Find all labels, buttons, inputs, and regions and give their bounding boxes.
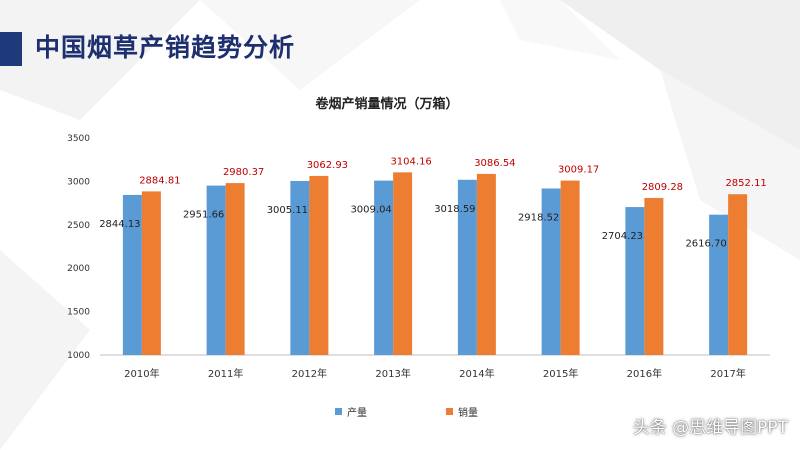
data-label-production: 3009.04: [350, 205, 391, 216]
chart-title: 卷烟产销量情况（万箱）: [315, 96, 458, 112]
data-label-production: 2951.66: [183, 210, 224, 221]
bar-production: [457, 179, 477, 355]
bar-sales: [309, 175, 329, 355]
y-tick-label: 2000: [67, 264, 90, 274]
x-tick-label: 2013年: [375, 367, 410, 380]
bar-sales: [644, 197, 664, 355]
x-tick-label: 2015年: [543, 367, 578, 380]
data-label-production: 2704.23: [602, 231, 643, 242]
data-label-sales: 2852.11: [725, 178, 766, 189]
bar-production: [625, 207, 645, 355]
bar-production: [290, 180, 310, 355]
y-tick-label: 3000: [67, 177, 90, 187]
y-tick-label: 1000: [67, 351, 90, 361]
bar-sales: [476, 173, 496, 355]
legend-item-sales: 销量: [446, 404, 478, 419]
data-label-sales: 2980.37: [223, 167, 264, 178]
y-tick-label: 1500: [67, 308, 90, 318]
data-label-sales: 3009.17: [558, 165, 599, 176]
y-tick-label: 2500: [67, 221, 90, 231]
title-accent-bar: [0, 32, 22, 66]
data-label-sales: 2884.81: [139, 175, 180, 186]
legend-swatch-sales: [446, 408, 453, 415]
data-label-sales: 3104.16: [390, 156, 431, 167]
bar-sales: [728, 194, 748, 355]
x-tick-label: 2011年: [208, 367, 243, 380]
bar-production: [541, 188, 561, 355]
bar-production: [206, 185, 226, 355]
x-tick-label: 2012年: [292, 367, 327, 380]
data-label-production: 2844.13: [99, 219, 140, 230]
x-tick-label: 2014年: [459, 367, 494, 380]
bar-sales: [225, 183, 245, 355]
bar-production: [709, 214, 729, 355]
bar-sales: [393, 172, 413, 355]
x-tick-label: 2017年: [710, 367, 745, 380]
legend-label-sales: 销量: [458, 408, 478, 419]
chart-legend: 产量 销量: [0, 404, 800, 420]
bar-production: [374, 180, 394, 355]
x-tick-label: 2010年: [124, 367, 159, 380]
slide-title: 中国烟草产销趋势分析: [35, 33, 296, 62]
data-label-production: 2918.52: [518, 212, 559, 223]
legend-label-production: 产量: [347, 408, 367, 419]
bar-sales: [141, 191, 161, 355]
legend-swatch-production: [335, 408, 342, 415]
bar-sales: [560, 180, 580, 355]
data-label-sales: 2809.28: [642, 182, 683, 193]
y-tick-label: 3500: [67, 134, 90, 144]
bar-production: [122, 194, 142, 355]
data-label-production: 3018.59: [434, 204, 475, 215]
data-label-sales: 3086.54: [474, 158, 515, 169]
data-label-production: 3005.11: [267, 205, 308, 216]
x-tick-label: 2016年: [627, 367, 662, 380]
watermark: 头条 @思维导图PPT: [632, 418, 788, 438]
data-label-sales: 3062.93: [307, 160, 348, 171]
data-label-production: 2616.70: [685, 239, 726, 250]
legend-item-production: 产量: [335, 404, 367, 419]
